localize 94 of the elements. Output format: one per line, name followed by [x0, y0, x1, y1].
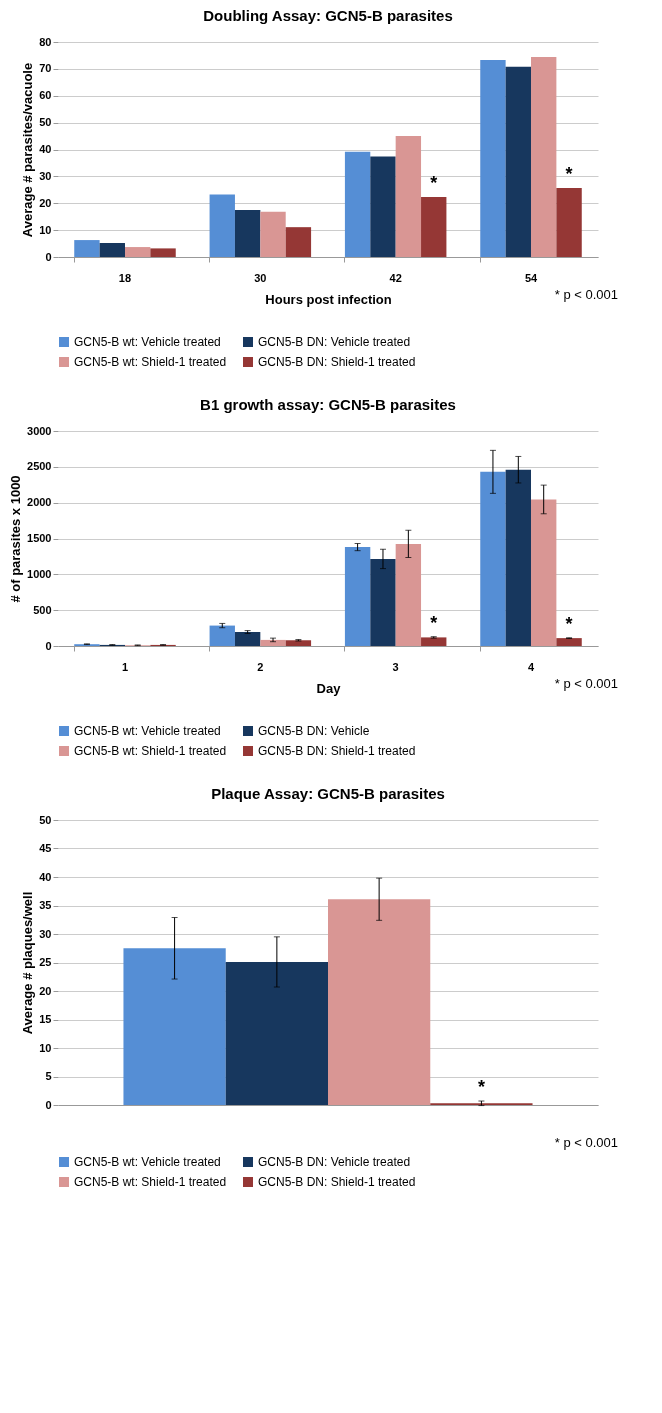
- bar: [328, 899, 431, 1105]
- y-tick-label: 80: [39, 35, 52, 48]
- legend-label: GCN5-B wt: Vehicle treated: [74, 335, 221, 349]
- y-tick-label: 45: [39, 842, 52, 854]
- y-tick-label: 50: [39, 813, 52, 826]
- x-tick-label: 3: [392, 660, 399, 673]
- y-tick-label: 35: [39, 899, 52, 911]
- bar: [370, 156, 396, 257]
- bar: [74, 240, 100, 257]
- annotation: *: [477, 1077, 485, 1098]
- y-tick-label: 5: [45, 1070, 52, 1082]
- bar: [421, 637, 447, 646]
- y-tick-label: 500: [33, 603, 52, 616]
- bar: [395, 543, 422, 646]
- text: * p < 0.001: [554, 676, 618, 691]
- y-tick-label: 1000: [27, 567, 52, 580]
- chart-title: Doubling Assay: GCN5-B parasites: [203, 7, 453, 24]
- bar: [123, 948, 226, 1105]
- bar: [234, 209, 261, 257]
- bar: [124, 247, 151, 257]
- bar: [285, 640, 312, 646]
- bar: [370, 558, 396, 646]
- bar: [421, 197, 447, 257]
- bar: [225, 961, 328, 1105]
- y-tick-label: 30: [39, 927, 52, 940]
- bar: [480, 60, 506, 257]
- text: * p < 0.001: [554, 287, 618, 302]
- chart-title: B1 growth assay: GCN5-B parasites: [200, 396, 456, 413]
- annotation: *: [430, 612, 438, 633]
- bar: [209, 194, 235, 257]
- y-tick-label: 25: [39, 956, 52, 968]
- bar: [150, 248, 176, 257]
- x-tick-label: 30: [254, 271, 267, 284]
- x-tick-label: 2: [257, 660, 264, 673]
- y-tick-label: 20: [39, 984, 52, 997]
- legend-label: GCN5-B wt: Vehicle treated: [74, 724, 221, 738]
- y-tick-label: 0: [45, 250, 52, 263]
- y-tick-label: 2500: [27, 460, 52, 473]
- bar: [531, 57, 557, 257]
- chart-title: Plaque Assay: GCN5-B parasites: [211, 785, 445, 802]
- legend-label: GCN5-B wt: Shield-1 treated: [74, 744, 227, 758]
- x-tick-label: 42: [389, 271, 402, 284]
- legend-label: GCN5-B DN: Shield-1 treated: [258, 744, 416, 758]
- legend-label: GCN5-B wt: Shield-1 treated: [74, 1175, 227, 1189]
- x-tick-label: 1: [121, 660, 129, 673]
- bar: [505, 469, 532, 646]
- bar: [480, 471, 506, 646]
- bar: [556, 638, 582, 646]
- bar: [556, 187, 582, 257]
- x-tick-label: 18: [118, 271, 132, 284]
- y-axis-title: # of parasites x 1000: [8, 475, 24, 603]
- text: * p < 0.001: [554, 1135, 618, 1150]
- x-tick-label: 54: [524, 271, 538, 284]
- bar: [209, 625, 235, 646]
- x-tick-label: 4: [527, 660, 535, 673]
- bar: [260, 211, 286, 257]
- annotation: *: [565, 613, 573, 634]
- legend-label: GCN5-B DN: Vehicle: [258, 724, 370, 738]
- legend-label: GCN5-B DN: Shield-1 treated: [258, 1175, 416, 1189]
- y-tick-label: 2000: [27, 496, 52, 509]
- y-tick-label: 30: [39, 169, 52, 182]
- y-tick-label: 15: [39, 1013, 52, 1025]
- y-axis-title: Average # plaques/well: [20, 891, 36, 1035]
- legend-label: GCN5-B DN: Vehicle treated: [258, 1155, 411, 1169]
- y-tick-label: 1500: [27, 532, 52, 544]
- y-tick-label: 0: [45, 639, 52, 652]
- bar: [344, 547, 371, 646]
- bar: [99, 243, 125, 257]
- bar: [531, 499, 557, 646]
- annotation: *: [430, 173, 438, 194]
- annotation: *: [565, 163, 573, 184]
- y-tick-label: 10: [39, 223, 52, 236]
- y-tick-label: 20: [39, 196, 52, 209]
- y-tick-label: 70: [39, 62, 52, 75]
- y-tick-label: 60: [39, 89, 52, 102]
- legend-label: GCN5-B DN: Shield-1 treated: [258, 355, 416, 369]
- y-tick-label: 40: [39, 143, 52, 155]
- y-tick-label: 3000: [27, 424, 52, 437]
- bar: [344, 151, 371, 257]
- y-axis-title: Average # parasites/vacuole: [20, 62, 36, 238]
- bar: [260, 639, 286, 646]
- y-tick-label: 50: [39, 116, 52, 129]
- bar: [234, 632, 261, 646]
- y-tick-label: 0: [45, 1098, 52, 1111]
- x-axis-title: Hours post infection: [265, 291, 392, 307]
- bar: [395, 136, 422, 257]
- legend-label: GCN5-B wt: Shield-1 treated: [74, 355, 227, 369]
- x-axis-title: Day: [316, 680, 342, 696]
- legend-label: GCN5-B wt: Vehicle treated: [74, 1155, 221, 1169]
- bar: [505, 66, 532, 257]
- y-tick-label: 10: [39, 1041, 52, 1054]
- y-tick-label: 40: [39, 870, 52, 883]
- bar: [285, 227, 312, 257]
- legend-label: GCN5-B DN: Vehicle treated: [258, 335, 411, 349]
